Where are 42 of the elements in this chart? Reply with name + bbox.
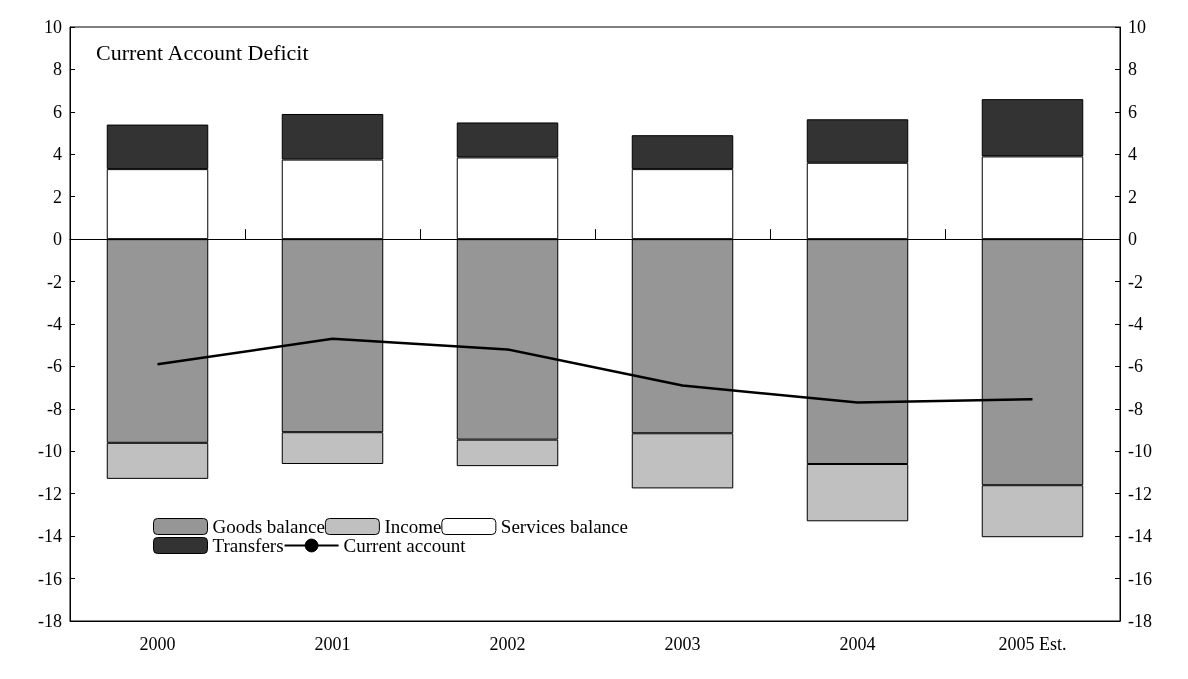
legend-label: Transfers	[212, 535, 284, 556]
y-tick-label: -8	[47, 398, 62, 419]
y2-tick-label: 2	[1128, 186, 1137, 207]
legend-label: Services balance	[500, 516, 628, 537]
x-tick-label: 2000	[139, 634, 176, 654]
y-tick-label: -16	[38, 568, 62, 589]
legend-label: Goods balance	[212, 516, 325, 537]
y-tick-label: -12	[38, 483, 62, 504]
y-tick-label: -18	[38, 611, 62, 631]
y2-tick-label: 8	[1128, 59, 1137, 80]
y-tick-label: -6	[47, 356, 62, 377]
y-tick-label: -14	[38, 526, 62, 547]
y2-tick-label: 6	[1128, 101, 1137, 122]
x-tick-label: 2003	[664, 634, 701, 654]
y2-tick-label: -14	[1128, 526, 1152, 547]
text: Current Account Deficit	[96, 39, 309, 65]
y-tick-label: 2	[53, 186, 62, 207]
y2-tick-label: -16	[1128, 568, 1152, 589]
y2-tick-label: 0	[1128, 229, 1137, 250]
y-tick-label: -2	[47, 271, 62, 292]
x-tick-label: 2002	[489, 634, 526, 654]
y2-tick-label: 4	[1128, 144, 1137, 165]
y-tick-label: -10	[38, 441, 62, 462]
x-tick-label: 2004	[839, 634, 876, 654]
y2-tick-label: -6	[1128, 356, 1143, 377]
y-tick-label: 0	[53, 229, 62, 250]
y2-tick-label: -4	[1128, 314, 1143, 334]
y-tick-label: 4	[53, 144, 62, 165]
y2-tick-label: -2	[1128, 271, 1143, 292]
y2-tick-label: -10	[1128, 441, 1152, 462]
x-tick-label: 2005 Est.	[998, 634, 1067, 654]
y-tick-label: 6	[53, 101, 62, 122]
x-tick-label: 2001	[314, 634, 351, 654]
y2-tick-label: -18	[1128, 611, 1152, 631]
y-tick-label: 10	[44, 17, 62, 37]
y-tick-label: -4	[47, 314, 62, 334]
legend-label: Income	[384, 516, 442, 537]
y-tick-label: 8	[53, 59, 62, 80]
y2-tick-label: -12	[1128, 483, 1152, 504]
y2-tick-label: 10	[1128, 17, 1146, 37]
legend-label: Current account	[343, 535, 467, 556]
y2-tick-label: -8	[1128, 398, 1143, 419]
